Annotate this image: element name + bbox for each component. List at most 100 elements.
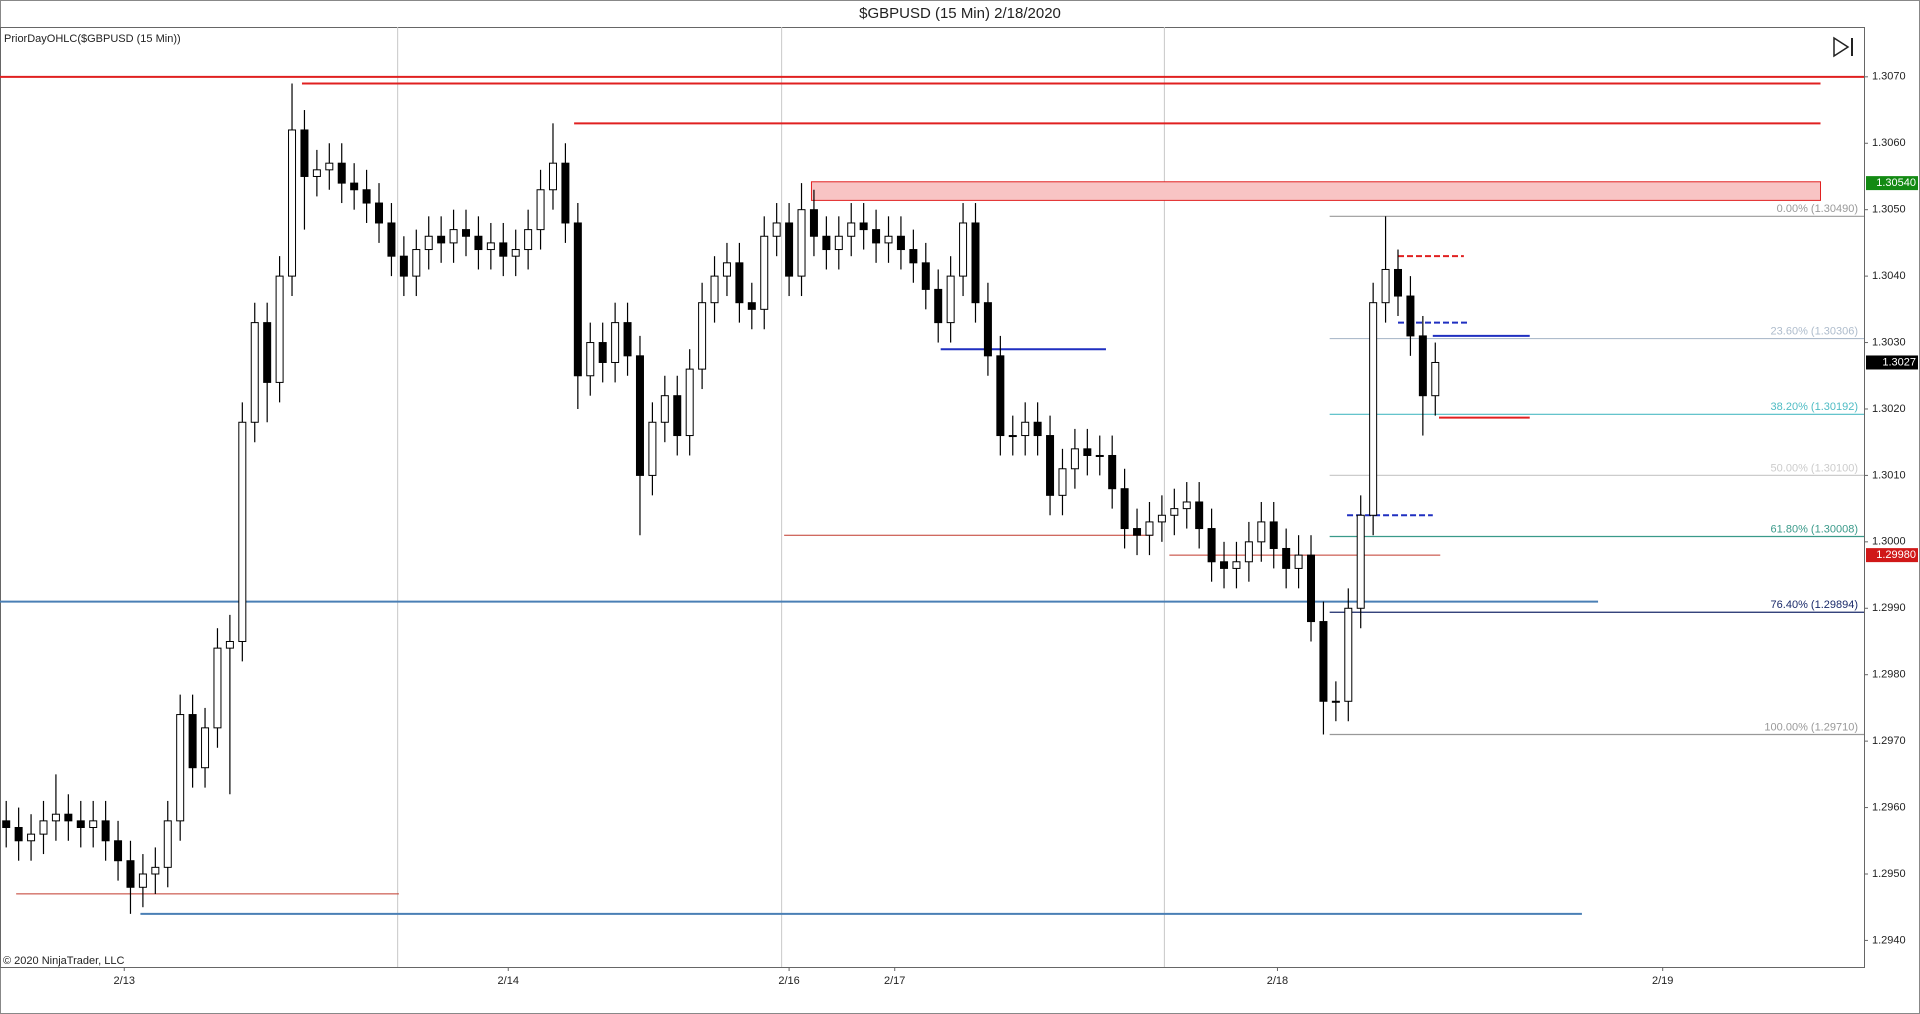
candle-body [1331,700,1340,703]
candle-body [1418,335,1427,397]
fib-label: 100.00% (1.29710) [1764,721,1858,733]
candle-body [847,222,856,237]
candle-body [225,640,234,649]
x-tick-label: 2/17 [884,975,905,987]
candle-body [1070,448,1079,470]
candle-body [1046,435,1055,496]
candle-body [772,222,781,237]
candle-body [1294,554,1303,569]
candle-body [896,235,905,251]
candle-body [934,288,943,324]
x-tick-label: 2/16 [778,975,799,987]
candle-body [1207,528,1216,563]
candle-body [1120,488,1129,530]
y-tick-label: 1.2960 [1872,801,1906,813]
candle-body [623,322,632,357]
candle-body [983,302,992,357]
candle-body [474,235,483,251]
candle-body [1108,454,1117,490]
candle-body [263,322,272,383]
scroll-end-icon[interactable] [1833,36,1850,58]
y-tick-label: 1.2950 [1872,868,1906,880]
candle-body [375,202,384,224]
candle-body [536,189,545,231]
fib-label: 50.00% (1.30100) [1771,462,1858,474]
candle-body [1021,421,1030,437]
price-marker-label: 1.30540 [1876,177,1916,189]
candle-body [213,647,222,729]
candle-body [586,342,595,377]
candle-body [325,162,334,171]
y-tick-label: 1.2980 [1872,669,1906,681]
fib-label: 0.00% (1.30490) [1777,203,1858,215]
y-tick-label: 1.3010 [1872,469,1906,481]
candle-body [188,714,197,769]
candle-body [449,229,458,244]
candle-body [1145,521,1154,536]
candle-body [524,229,533,251]
y-tick-label: 1.3000 [1872,536,1906,548]
y-tick-label: 1.2970 [1872,735,1906,747]
candle-body [921,262,930,290]
y-tick-label: 1.2940 [1872,934,1906,946]
chart-title: $GBPUSD (15 Min) 2/18/2020 [859,5,1061,22]
candle-body [151,866,160,875]
candle-body [1008,435,1017,438]
candle-body [1381,268,1390,304]
y-tick-label: 1.3050 [1872,204,1906,216]
y-tick-label: 1.3030 [1872,336,1906,348]
candle-body [424,235,433,251]
candle-body [1257,521,1266,543]
candle-body [499,242,508,257]
candle-body [1095,454,1104,457]
price-marker [1866,548,1918,563]
candle-body [486,242,495,251]
candle-body [64,813,73,822]
candle-body [275,275,284,383]
price-marker [1866,176,1918,191]
candle-body [89,820,98,828]
candle-body [884,235,893,244]
candle-body [1220,561,1229,569]
candle-body [648,421,657,476]
candle-body [1083,448,1092,456]
candle-body [959,222,968,277]
candle-body [561,162,570,224]
y-tick-label: 1.2990 [1872,602,1906,614]
candle-body [1157,514,1166,523]
y-tick-label: 1.3070 [1872,71,1906,83]
candle-body [126,860,135,888]
candle-body [747,302,756,310]
candle-body [163,820,172,868]
candle-body [685,368,694,437]
fib-label: 23.60% (1.30306) [1771,325,1858,337]
candle-body [1344,607,1353,702]
candle-body [735,262,744,304]
candle-body [350,182,359,191]
candle-body [312,169,321,177]
candle-body [909,249,918,264]
candle-body [27,833,36,842]
fib-label: 61.80% (1.30008) [1771,523,1858,535]
candle-body [462,229,470,237]
price-marker-label: 1.3027 [1882,356,1916,368]
candle-body [250,322,259,423]
candle-body [176,714,185,822]
candle-body [201,727,210,769]
candle-body [1282,547,1291,569]
candle-body [710,275,719,304]
x-tick-label: 2/14 [498,975,519,987]
candle-body [722,262,731,277]
scroll-end-button[interactable] [1833,36,1853,58]
candle-body [785,222,794,277]
x-tick-label: 2/18 [1267,975,1288,987]
candle-body [660,395,669,423]
y-tick-label: 1.3040 [1872,270,1906,282]
candle-body [1431,361,1440,397]
indicator-label: PriorDayOHLC($GBPUSD (15 Min)) [4,33,181,45]
candle-body [760,235,769,310]
candle-body [138,873,147,888]
candle-body [872,229,881,244]
x-tick-label: 2/19 [1652,975,1673,987]
